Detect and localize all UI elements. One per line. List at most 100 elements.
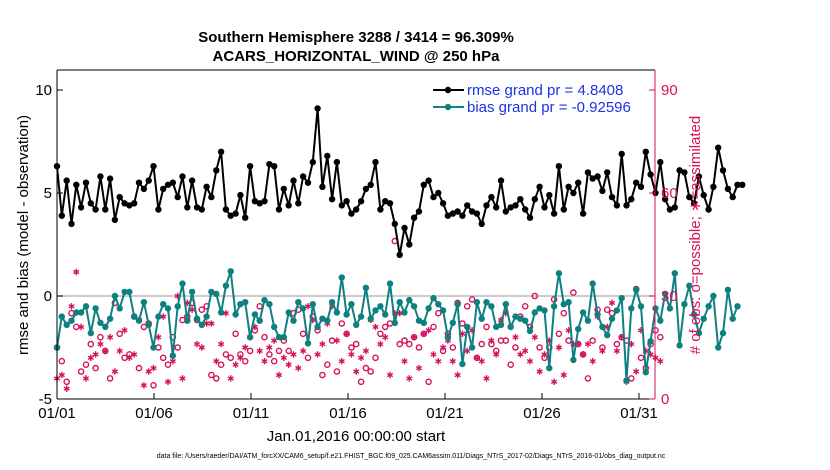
bias-point bbox=[82, 303, 90, 310]
obs-assimilated-point bbox=[164, 378, 172, 385]
rmse-point bbox=[681, 169, 688, 176]
bias-point bbox=[613, 307, 621, 314]
rmse-point bbox=[739, 181, 746, 188]
rmse-point bbox=[565, 183, 572, 190]
obs-possible-point bbox=[222, 351, 230, 358]
bias-point bbox=[251, 311, 259, 318]
bias-point bbox=[217, 309, 225, 316]
obs-possible-point bbox=[502, 337, 510, 344]
bias-point bbox=[710, 292, 717, 300]
rmse-point bbox=[386, 200, 394, 207]
bias-point bbox=[449, 319, 456, 326]
obs-assimilated-point bbox=[599, 347, 606, 355]
obs-possible-point bbox=[87, 340, 95, 348]
rmse-point bbox=[174, 193, 181, 201]
bias-point bbox=[362, 284, 370, 291]
obs-assimilated-point bbox=[111, 368, 119, 375]
rmse-point bbox=[77, 204, 85, 211]
obs-possible-point bbox=[198, 306, 206, 314]
obs-possible-point bbox=[449, 344, 457, 351]
rmse-point bbox=[459, 212, 466, 219]
obs-possible-point bbox=[357, 378, 365, 386]
obs-possible-point bbox=[116, 330, 123, 338]
bias-point bbox=[628, 305, 635, 312]
obs-assimilated-point bbox=[295, 364, 302, 372]
rmse-point bbox=[705, 206, 712, 213]
rmse-point bbox=[140, 185, 148, 193]
rmse-point bbox=[531, 196, 538, 203]
bias-point bbox=[338, 274, 345, 281]
obs-possible-point bbox=[570, 289, 577, 296]
rmse-point bbox=[121, 200, 128, 207]
rmse-point bbox=[92, 206, 99, 213]
obs-assimilated-point bbox=[208, 320, 215, 327]
obs-possible-point bbox=[430, 323, 437, 331]
obs-assimilated-point bbox=[526, 358, 534, 365]
bias-point bbox=[386, 280, 394, 287]
bias-point bbox=[522, 317, 529, 324]
rmse-point bbox=[338, 202, 345, 209]
obs-possible-point bbox=[348, 344, 355, 351]
bias-point bbox=[396, 299, 403, 306]
obs-possible-point bbox=[352, 340, 360, 348]
bias-point bbox=[97, 319, 104, 326]
rmse-point bbox=[68, 220, 75, 228]
rmse-point bbox=[135, 179, 143, 186]
obs-assimilated-point bbox=[73, 268, 80, 276]
rmse-point bbox=[213, 167, 220, 174]
rmse-point bbox=[676, 167, 683, 174]
bias-point bbox=[203, 313, 210, 320]
obs-assimilated-point bbox=[300, 347, 307, 355]
bias-point bbox=[295, 299, 302, 306]
rmse-point bbox=[541, 204, 548, 211]
rmse-point bbox=[430, 193, 437, 201]
obs-assimilated-point bbox=[608, 299, 616, 307]
bias-point bbox=[237, 301, 244, 308]
bias-point bbox=[444, 334, 452, 341]
obs-assimilated-point bbox=[522, 347, 529, 355]
bias-point bbox=[401, 309, 408, 316]
bias-point bbox=[531, 309, 538, 316]
bias-point bbox=[285, 309, 292, 316]
bias-point bbox=[116, 305, 123, 312]
bias-point bbox=[473, 299, 481, 306]
obs-assimilated-point bbox=[633, 368, 640, 375]
obs-assimilated-point bbox=[213, 358, 220, 365]
rmse-point bbox=[333, 158, 341, 166]
bias-point bbox=[314, 323, 321, 331]
obs-possible-point bbox=[73, 323, 80, 331]
obs-possible-point bbox=[97, 333, 104, 341]
bias-point bbox=[695, 329, 703, 337]
bias-point bbox=[188, 288, 196, 296]
bias-point bbox=[681, 301, 688, 308]
chart-subtitle: ACARS_HORIZONTAL_WIND @ 250 hPa bbox=[213, 48, 501, 65]
bias-point bbox=[319, 315, 326, 322]
rmse-point bbox=[604, 169, 611, 176]
rmse-point bbox=[575, 179, 582, 186]
rmse-point bbox=[671, 204, 678, 211]
y-tick-label: 5 bbox=[44, 185, 52, 202]
rmse-point bbox=[647, 171, 654, 178]
rmse-point bbox=[666, 206, 674, 213]
y-tick-label: -5 bbox=[39, 391, 52, 408]
bias-point bbox=[58, 313, 65, 320]
bias-point bbox=[106, 315, 114, 322]
rmse-point bbox=[425, 177, 432, 184]
rmse-point bbox=[478, 220, 485, 228]
y-tick-label: 10 bbox=[35, 82, 52, 99]
obs-assimilated-point bbox=[657, 358, 664, 365]
bias-point bbox=[299, 305, 307, 312]
bias-point bbox=[468, 344, 476, 351]
rmse-point bbox=[473, 210, 481, 217]
y-axis-left-ticks: -5 0 5 10 bbox=[35, 82, 63, 408]
obs-possible-point bbox=[319, 371, 326, 379]
rmse-point bbox=[357, 198, 365, 205]
rmse-point bbox=[507, 204, 514, 211]
bias-point bbox=[575, 325, 582, 333]
bias-point bbox=[357, 313, 365, 320]
rmse-point bbox=[599, 187, 606, 195]
obs-possible-point bbox=[555, 330, 563, 338]
rmse-point bbox=[227, 212, 234, 219]
obs-possible-point bbox=[603, 306, 611, 314]
obs-assimilated-point bbox=[169, 358, 176, 365]
